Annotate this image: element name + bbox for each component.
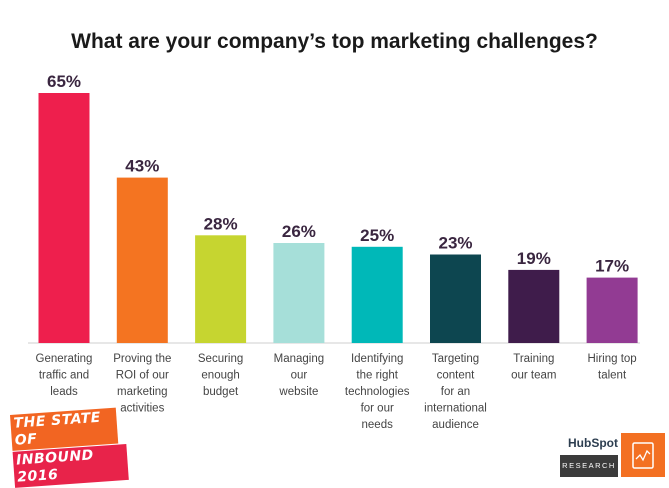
bar-1	[38, 93, 90, 343]
badge-line-1: THE STATE OF	[10, 407, 119, 451]
research-label: RESEARCH	[560, 455, 618, 477]
value-label-7: 19%	[517, 249, 551, 268]
bar-6	[430, 254, 481, 343]
category-label-3: Securing enough budget	[198, 353, 243, 398]
bar-4	[273, 243, 325, 343]
bar-8	[586, 277, 638, 343]
badge-line-2: INBOUND 2016	[12, 443, 129, 488]
state-of-inbound-badge: THE STATE OF INBOUND 2016	[4, 407, 129, 488]
value-label-6: 23%	[438, 234, 472, 253]
bar-2	[116, 177, 168, 343]
chart-title: What are your company’s top marketing ch…	[71, 30, 598, 53]
category-label-1: Generating traffic and leads	[36, 353, 93, 398]
value-label-2: 43%	[125, 157, 159, 176]
report-chart-icon	[621, 433, 665, 477]
value-label-3: 28%	[204, 214, 238, 233]
category-label-4: Managing our website	[274, 353, 325, 398]
value-label-5: 25%	[360, 226, 394, 245]
value-label-1: 65%	[47, 72, 81, 91]
hubspot-logo: HubSpot	[568, 436, 618, 450]
bar-5	[351, 246, 403, 343]
category-label-2: Proving the ROI of our marketing activities	[113, 353, 171, 415]
value-label-8: 17%	[595, 257, 629, 276]
category-label-5: Identifying the right technologies for our n…	[345, 353, 410, 431]
category-label-7: Training our team	[511, 353, 556, 382]
category-label-6: Targeting content for an international audie…	[424, 353, 487, 431]
category-label-8: Hiring top talent	[587, 353, 636, 382]
value-label-4: 26%	[282, 222, 316, 241]
bar-3	[195, 235, 247, 343]
bar-7	[508, 269, 560, 343]
